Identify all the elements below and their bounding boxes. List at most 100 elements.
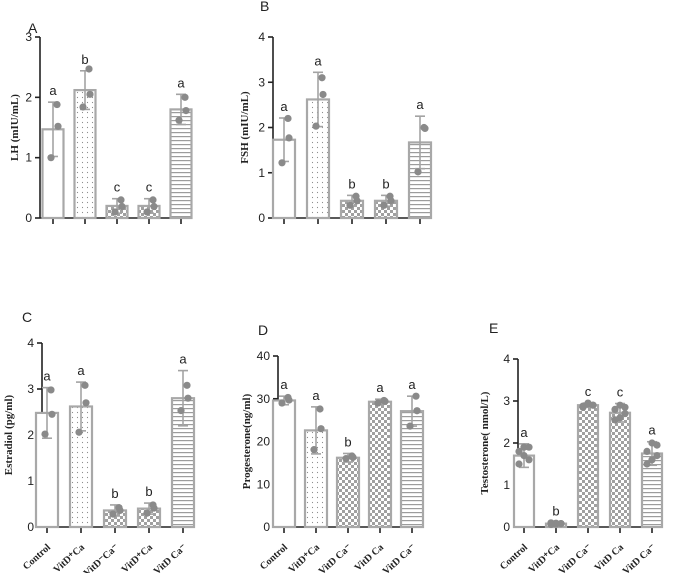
y-tick-label: 3 [258, 75, 265, 89]
data-point [520, 452, 528, 460]
significance-letter: a [312, 388, 320, 403]
data-point [317, 425, 325, 433]
data-point [75, 428, 83, 436]
panel-letter: C [22, 309, 32, 325]
data-point [353, 197, 361, 205]
data-point [346, 201, 354, 209]
category-label: VitD Ca⁻ [152, 542, 189, 573]
bar-1 [271, 399, 297, 529]
data-point [316, 405, 324, 413]
panel-b: B 0 1 2 3 4 FSH (mIU/mL) a a b b a [239, 0, 433, 225]
data-point [143, 208, 151, 216]
data-point [515, 460, 523, 468]
y-tick-label: 20 [257, 435, 271, 449]
y-tick-label: 0 [263, 520, 270, 534]
data-point [387, 197, 395, 205]
data-point [525, 456, 533, 464]
y-tick-label: 1 [258, 166, 265, 180]
data-point [41, 430, 49, 438]
significance-letter: b [344, 434, 351, 449]
data-point [53, 100, 61, 109]
data-point [81, 381, 89, 389]
data-point [284, 114, 292, 123]
y-axis-title: FSH (mIU/mL) [239, 91, 251, 164]
y-tick-label: 0 [27, 520, 34, 534]
data-point [278, 159, 286, 167]
category-label: VitD⁻Ca⁻ [82, 542, 121, 573]
y-tick-label: 1 [503, 478, 510, 492]
data-point [643, 447, 651, 455]
significance-letter: b [145, 484, 152, 499]
significance-letter: c [114, 180, 121, 195]
significance-letter: c [617, 385, 624, 400]
panel-letter: A [28, 20, 38, 36]
data-point [86, 90, 94, 98]
data-point [54, 122, 62, 130]
y-tick-label: 0 [258, 211, 265, 225]
data-point [381, 397, 389, 405]
data-point [515, 447, 523, 455]
significance-letter: c [585, 384, 592, 399]
data-point [184, 394, 192, 402]
y-axis-title: Progesterone(ng/ml) [241, 393, 253, 489]
y-tick-label: 0 [503, 520, 510, 534]
y-tick-label: 2 [503, 436, 510, 450]
data-point [589, 401, 597, 409]
y-tick-label: 2 [258, 121, 265, 135]
significance-letter: c [146, 180, 153, 195]
y-tick-label: 4 [258, 30, 265, 44]
significance-letter: a [314, 53, 322, 68]
data-point [47, 386, 55, 394]
significance-letter: a [49, 83, 57, 98]
data-point [285, 134, 293, 142]
data-point [406, 422, 414, 430]
y-tick-label: 3 [25, 30, 32, 44]
significance-letter: a [520, 425, 528, 440]
data-point [621, 410, 629, 418]
data-point [380, 201, 388, 209]
data-point [342, 455, 350, 463]
y-axis-title: LH (mIU/mL) [9, 94, 21, 161]
data-point [557, 520, 565, 528]
category-label: VitD Ca⁻ [557, 542, 594, 573]
data-point [421, 124, 429, 133]
data-point [150, 504, 158, 512]
data-point [414, 168, 422, 176]
y-tick-label: 1 [27, 474, 34, 488]
data-point [653, 441, 661, 449]
y-tick-label: 4 [503, 352, 510, 366]
data-point [118, 202, 126, 211]
y-tick-label: 4 [27, 336, 34, 350]
panel-d: D 0 10 20 30 40 Progesterone(ng/ml) a Control a Vi… [241, 322, 425, 573]
bar-4 [608, 411, 632, 529]
data-point [621, 403, 629, 411]
significance-letter: a [179, 352, 187, 367]
y-tick-label: 30 [257, 392, 271, 406]
data-point [181, 93, 189, 101]
y-tick-label: 3 [503, 394, 510, 408]
data-point [182, 107, 190, 115]
data-point [285, 396, 293, 404]
significance-letter: b [382, 176, 389, 191]
category-label: Control [21, 542, 53, 573]
y-tick-label: 1 [25, 151, 32, 165]
panel-c: C 0 1 2 3 4 Estradiol (pg/ml) a Control a VitD⁺Ca b… [3, 309, 196, 573]
data-point [648, 456, 656, 464]
panel-a: A 0 1 2 3 LH (mIU/mL) a b c c a [9, 20, 193, 225]
data-point [117, 196, 125, 204]
data-point [48, 410, 56, 418]
significance-letter: a [43, 369, 51, 384]
panel-e: E 0 1 2 3 4 Testosterone( nmol/L) a Control b VitD… [479, 320, 664, 573]
data-point [611, 405, 619, 413]
data-point [79, 103, 87, 111]
significance-letter: a [77, 363, 85, 378]
category-label: Control [498, 542, 530, 573]
y-tick-label: 40 [257, 349, 271, 363]
bar-4 [367, 400, 393, 529]
data-point [150, 202, 158, 211]
data-point [616, 414, 624, 422]
data-point [653, 452, 661, 460]
significance-letter: a [280, 377, 288, 392]
data-point [116, 506, 124, 515]
